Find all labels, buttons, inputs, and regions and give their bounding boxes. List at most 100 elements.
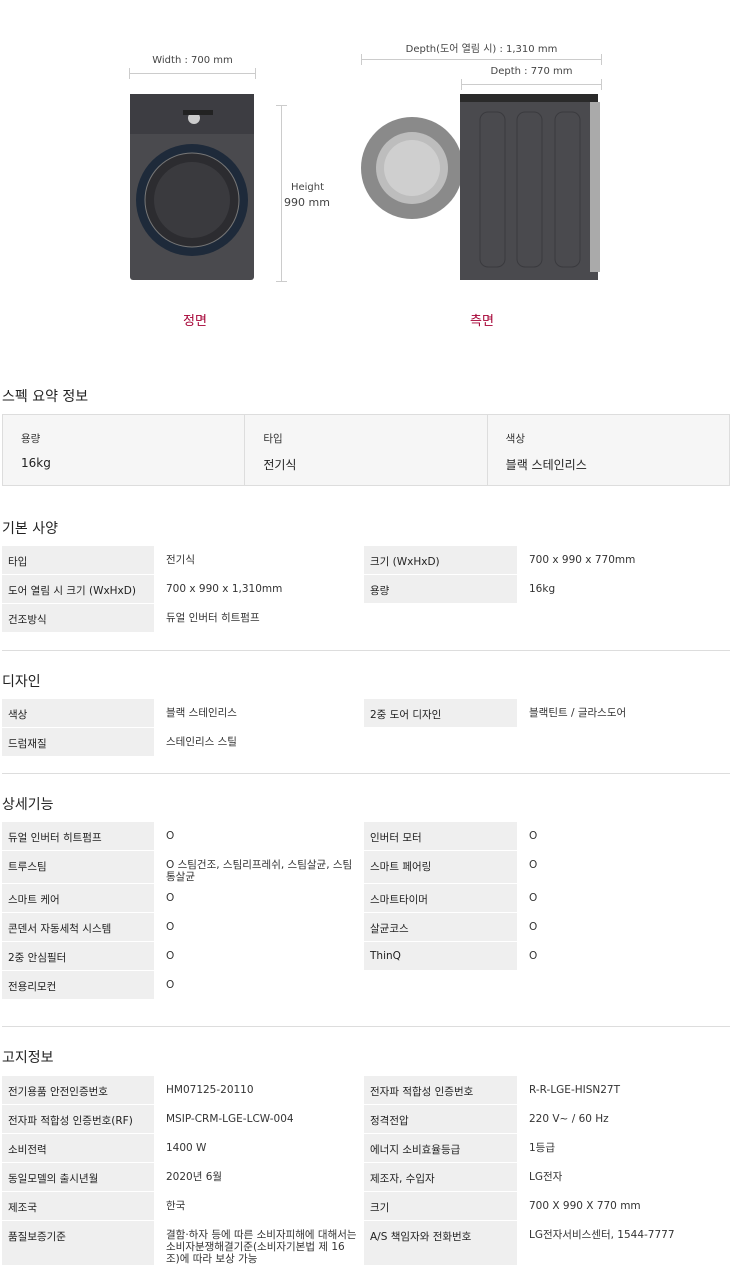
spec-label: 제조자, 수입자 [364,1163,517,1191]
dryer-front-image [130,94,254,280]
summary-title: 스펙 요약 정보 [2,389,89,405]
summary-capacity: 용량 16kg [3,415,246,485]
spec-label: 스마트 케어 [2,884,154,913]
spec-value: O [529,859,538,871]
height-label: Height [290,182,325,193]
spec-label [364,971,517,999]
depth-dimension-line [461,79,602,90]
spec-table: 전기용품 안전인증번호 HM07125-20110 전자파 적합성 인증번호 R-R-… [2,1076,730,1266]
summary-value: 전기식 [263,458,297,472]
section-features: 듀얼 인버터 히트펌프 O 인버터 모터 O 트루스팀 O 스팀건조, 스팀리프레쉬, 스… [2,822,730,1000]
spec-value: 2020년 6월 [166,1171,223,1183]
spec-value: O [166,950,175,963]
spec-value: O [166,830,175,842]
spec-label [364,604,517,632]
spec-value: O [166,892,175,905]
height-dimension-line [276,105,287,282]
dryer-side-image [361,94,600,280]
spec-label: 2중 도어 디자인 [364,699,517,727]
spec-value: HM07125-20110 [166,1084,254,1096]
spec-label: 크기 [364,1192,517,1220]
spec-label: 스마트 페어링 [364,851,517,884]
spec-value: 1등급 [529,1142,556,1154]
spec-value: 스테인리스 스틸 [166,736,237,748]
spec-label: A/S 책임자와 전화번호 [364,1221,517,1266]
spec-value: O [529,921,538,934]
spec-value [517,604,730,632]
spec-value: 블랙틴트 / 글라스도어 [529,707,627,719]
spec-label: 콘덴서 자동세척 시스템 [2,913,154,942]
spec-value: 한국 [166,1200,186,1212]
spec-label: 전자파 적합성 인증번호(RF) [2,1105,154,1133]
spec-value: LG전자서비스센터, 1544-7777 [529,1229,675,1241]
summary-key: 색상 [505,433,525,445]
spec-value: O [166,979,175,992]
spec-label: 2중 안심필터 [2,942,154,971]
side-view-label: 측면 [470,314,494,329]
spec-label: 품질보증기준 [2,1221,154,1266]
spec-value: 1400 W [166,1142,207,1154]
summary-key: 타입 [263,433,283,445]
spec-label: 에너지 소비효율등급 [364,1134,517,1162]
spec-value [517,728,730,756]
spec-value [517,971,730,999]
spec-label: 색상 [2,699,154,727]
spec-value: 블랙 스테인리스 [166,707,237,719]
spec-value: O [166,921,175,934]
spec-value: O [529,892,538,905]
spec-value: 전기식 [166,554,195,566]
spec-label: 듀얼 인버터 히트펌프 [2,822,154,850]
width-dimension-line [129,68,256,79]
spec-value: LG전자 [529,1171,563,1183]
section-notice: 전기용품 안전인증번호 HM07125-20110 전자파 적합성 인증번호 R-R-… [2,1076,730,1266]
spec-label: 드럼재질 [2,728,154,756]
depth-open-label: Depth(도어 열림 시) : 1,310 mm [405,44,558,55]
spec-value: O 스팀건조, 스팀리프레쉬, 스팀살균, 스팀통살균 [166,859,353,884]
divider [2,773,730,774]
spec-value: MSIP-CRM-LGE-LCW-004 [166,1113,294,1125]
spec-value: 700 x 990 x 1,310mm [166,583,283,595]
spec-label: 동일모델의 출시년월 [2,1163,154,1191]
section-title-basic: 기본 사양 [2,521,58,537]
spec-label: 소비전력 [2,1134,154,1162]
spec-value: O [529,950,538,963]
section-title-features: 상세기능 [2,797,54,813]
spec-value: R-R-LGE-HISN27T [529,1084,621,1096]
spec-label: 스마트타이머 [364,884,517,913]
spec-table: 듀얼 인버터 히트펌프 O 인버터 모터 O 트루스팀 O 스팀건조, 스팀리프레쉬, 스… [2,822,730,1000]
spec-label: 트루스팀 [2,851,154,884]
spec-label: 전기용품 안전인증번호 [2,1076,154,1104]
summary-value: 16kg [21,456,51,470]
spec-value: 700 x 990 x 770mm [529,554,636,566]
spec-value: O [529,830,538,842]
spec-label: ThinQ [364,942,517,971]
spec-table: 타입 전기식 크기 (WxHxD) 700 x 990 x 770mm 도어 열림 시 … [2,546,730,632]
height-value: 990 mm [284,196,330,209]
spec-value: 듀얼 인버터 히트펌프 [166,612,260,624]
spec-value: 700 X 990 X 770 mm [529,1200,641,1212]
depth-label: Depth : 770 mm [490,66,573,77]
spec-value: 16kg [529,583,556,595]
spec-label: 살균코스 [364,913,517,942]
front-view-label: 정면 [183,314,207,329]
spec-label [364,728,517,756]
spec-label: 건조방식 [2,604,154,632]
spec-label: 전자파 적합성 인증번호 [364,1076,517,1104]
spec-label: 제조국 [2,1192,154,1220]
spec-label: 용량 [364,575,517,603]
summary-value: 블랙 스테인리스 [505,458,587,472]
spec-label: 도어 열림 시 크기 (WxHxD) [2,575,154,603]
spec-label: 인버터 모터 [364,822,517,850]
width-label: Width : 700 mm [152,55,233,66]
section-title-notice: 고지정보 [2,1050,54,1066]
section-title-design: 디자인 [2,674,41,690]
spec-value: 220 V~ / 60 Hz [529,1113,609,1125]
depth-open-dimension-line [361,54,602,65]
section-basic: 타입 전기식 크기 (WxHxD) 700 x 990 x 770mm 도어 열림 시 … [2,546,730,632]
spec-label: 타입 [2,546,154,574]
spec-label: 정격전압 [364,1105,517,1133]
